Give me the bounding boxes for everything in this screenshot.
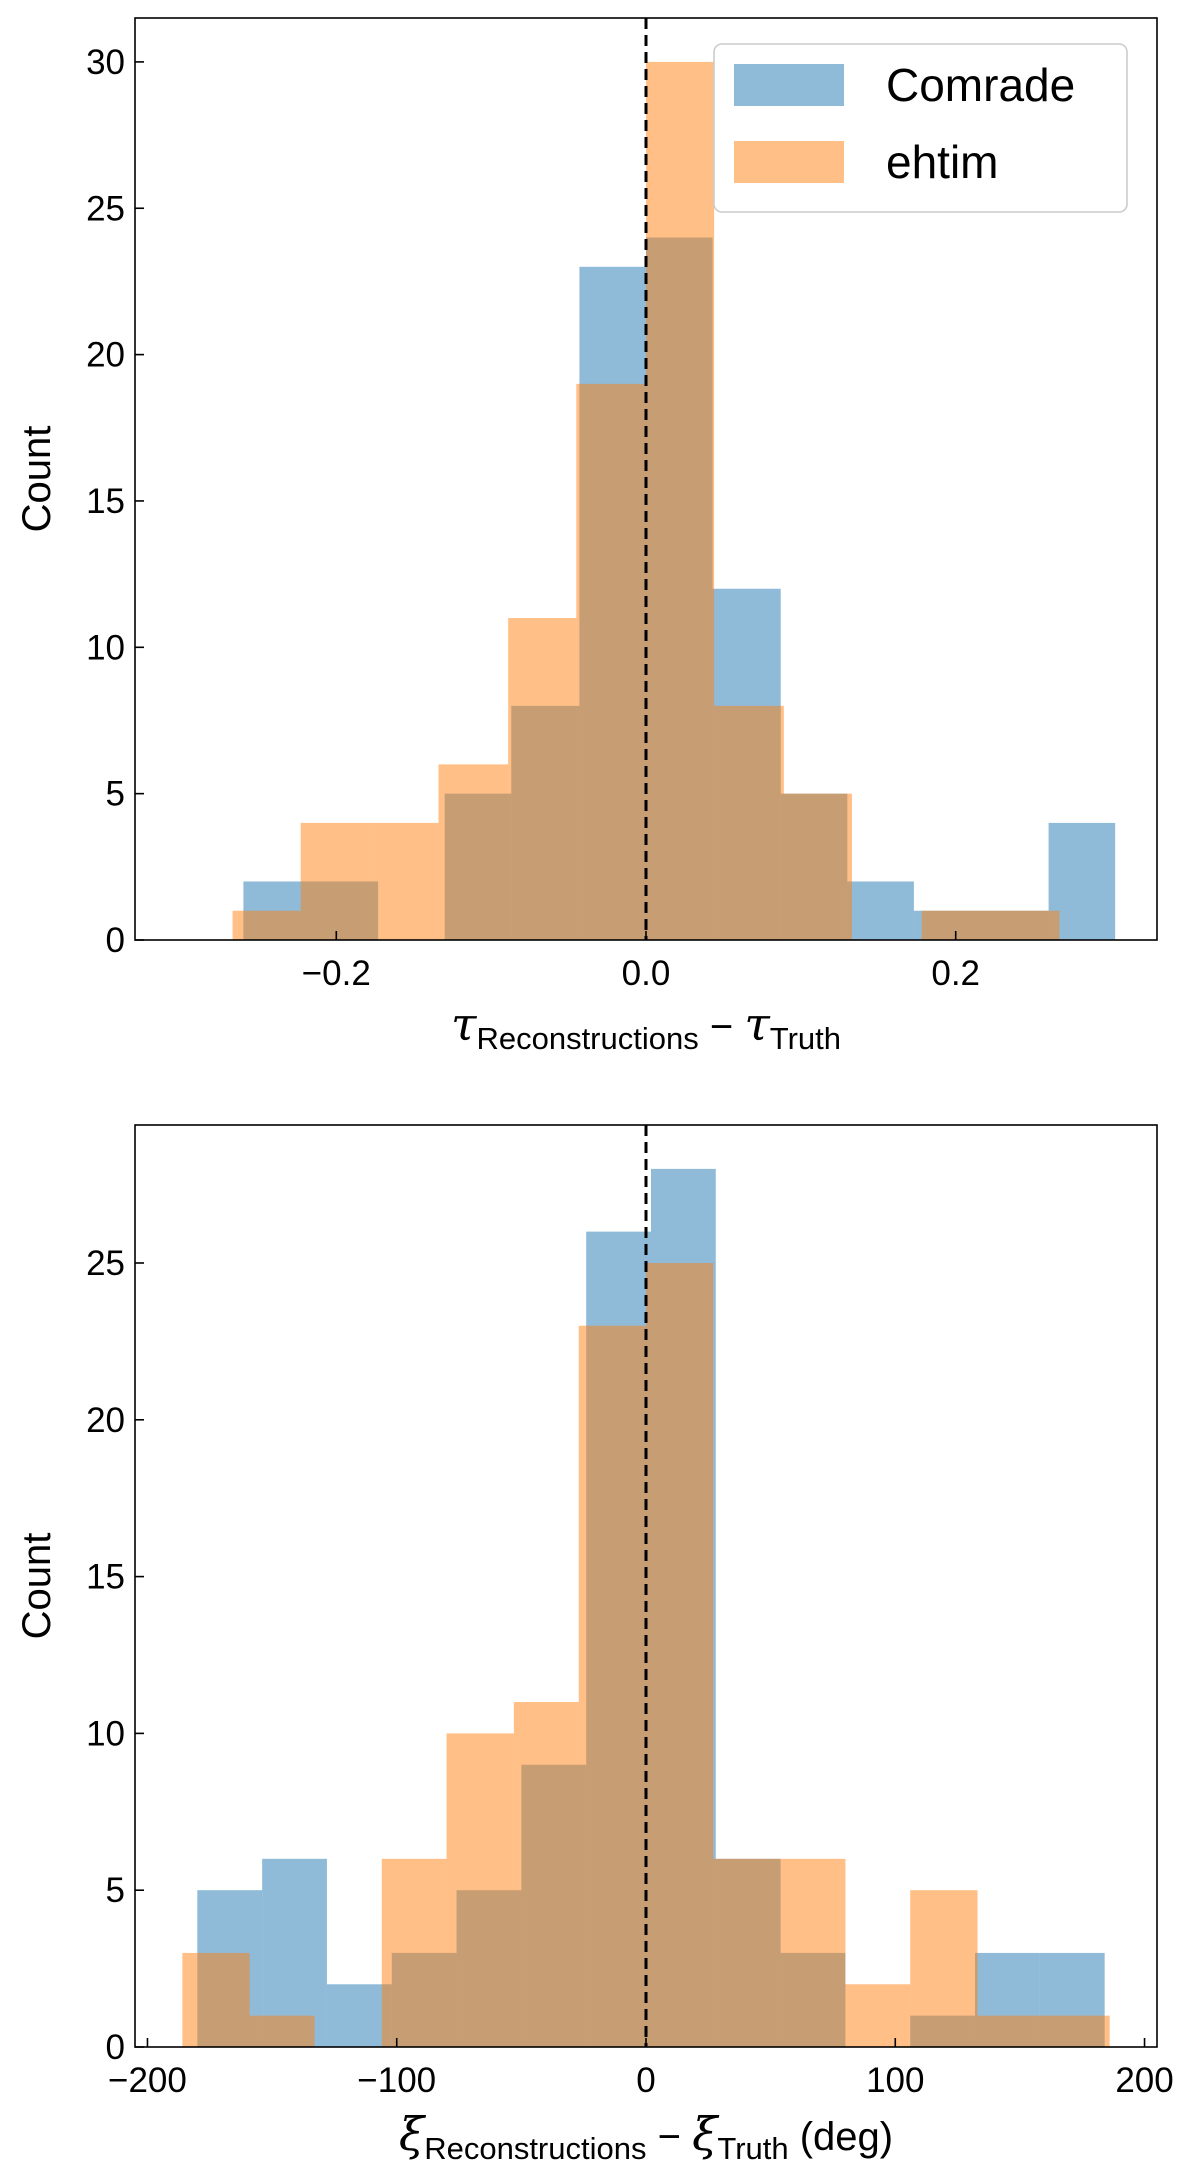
y-axis-label: Count — [15, 1533, 59, 1640]
legend-swatch-ehtim — [734, 141, 844, 183]
y-tick-label: 0 — [106, 2028, 125, 2067]
x-tick-label: −0.2 — [302, 954, 371, 993]
bar-ehtim-4 — [508, 618, 577, 940]
y-tick-label: 20 — [86, 336, 125, 375]
plot-frame — [134, 17, 1158, 941]
y-tick-label: 10 — [86, 628, 125, 667]
x-tick-label: 0.2 — [931, 954, 980, 993]
x-tick-label: 200 — [1115, 2061, 1173, 2100]
bar-ehtim-12 — [977, 2015, 1043, 2047]
x-axis-label: τReconstructions − τTruth — [451, 997, 841, 1056]
bar-ehtim-8 — [783, 793, 852, 940]
bar-comrade-12 — [1048, 822, 1116, 940]
bar-ehtim-9 — [778, 1858, 846, 2047]
bar-ehtim-0 — [182, 1952, 250, 2047]
y-tick-label: 30 — [86, 43, 125, 82]
axis-ticks: −0.2 0.0 0.2 0 5 10 15 20 25 30 — [86, 43, 980, 993]
plot-frame — [134, 1124, 1158, 2048]
x-tick-label: −100 — [357, 2061, 436, 2100]
x-tick-label: −200 — [108, 2061, 187, 2100]
bar-ehtim-6 — [646, 61, 715, 940]
bars-layer — [232, 61, 1116, 940]
bar-ehtim-11 — [910, 1890, 978, 2047]
legend-swatch-comrade — [734, 64, 844, 106]
bar-comrade-9 — [847, 881, 914, 940]
y-axis-label: Count — [15, 426, 59, 533]
y-tick-label: 25 — [86, 1244, 125, 1283]
axis-ticks: −200 −100 0 100 200 0 5 10 15 20 25 — [86, 1244, 1174, 2100]
bar-ehtim-8 — [713, 1858, 779, 2047]
x-tick-label: 100 — [866, 2061, 924, 2100]
bar-ehtim-5 — [576, 383, 646, 940]
bar-ehtim-2 — [370, 822, 439, 940]
x-axis-label: ξReconstructions − ξTruth (deg) — [399, 2107, 893, 2166]
bar-comrade-2 — [326, 1984, 392, 2047]
bar-ehtim-4 — [446, 1733, 514, 2047]
bar-ehtim-7 — [714, 705, 784, 940]
y-tick-label: 10 — [86, 1714, 125, 1753]
bar-ehtim-3 — [381, 1858, 447, 2047]
bar-ehtim-10 — [845, 1984, 911, 2047]
legend: Comrade ehtim — [713, 43, 1128, 213]
y-tick-label: 0 — [106, 921, 125, 960]
y-tick-label: 15 — [86, 482, 125, 521]
x-tick-label: 0 — [636, 2061, 655, 2100]
panel-xi-histogram: −200 −100 0 100 200 0 5 10 15 20 25 Count ξReconst… — [15, 1124, 1174, 2166]
y-tick-label: 5 — [106, 1871, 125, 1910]
bars-layer — [182, 1168, 1110, 2047]
panel-tau-histogram: −0.2 0.0 0.2 0 5 10 15 20 25 30 Count τReconstruc… — [15, 17, 1158, 1056]
bar-ehtim-0 — [232, 910, 301, 940]
bar-ehtim-1 — [300, 822, 371, 940]
bar-ehtim-7 — [646, 1262, 714, 2047]
bar-ehtim-11 — [989, 910, 1060, 940]
bar-ehtim-1 — [249, 2015, 315, 2047]
bar-ehtim-3 — [438, 764, 509, 940]
bar-ehtim-5 — [513, 1702, 579, 2047]
y-tick-label: 5 — [106, 775, 125, 814]
bar-ehtim-6 — [578, 1325, 646, 2047]
y-tick-label: 15 — [86, 1558, 125, 1597]
legend-label-comrade: Comrade — [886, 59, 1075, 111]
y-tick-label: 20 — [86, 1401, 125, 1440]
x-tick-label: 0.0 — [622, 954, 671, 993]
bar-ehtim-13 — [1042, 2015, 1110, 2047]
y-tick-label: 25 — [86, 189, 125, 228]
legend-label-ehtim: ehtim — [886, 136, 998, 188]
